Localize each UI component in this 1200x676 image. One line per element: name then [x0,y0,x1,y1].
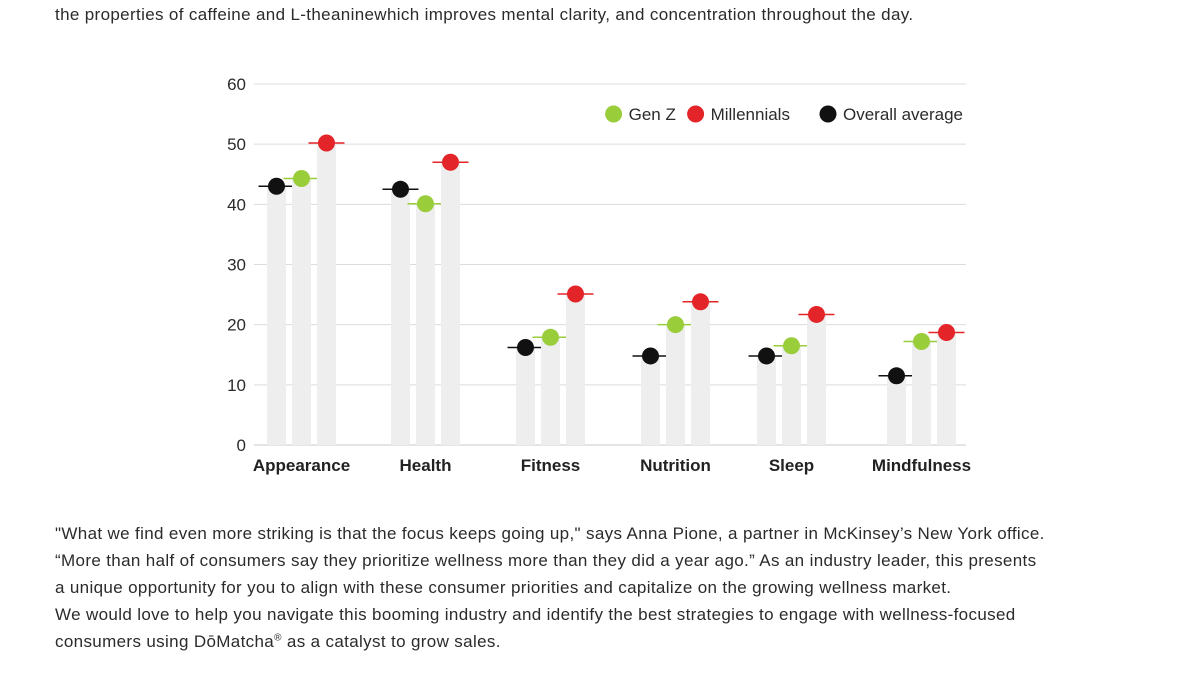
data-point [888,367,905,385]
bar [317,142,336,446]
bar [937,332,956,445]
data-point [318,134,335,152]
data-point [808,305,825,323]
y-tick-label: 0 [237,436,246,455]
y-tick-label: 10 [227,376,246,395]
category-label: Sleep [769,456,814,475]
intro-text: the properties of caffeine and L-theanin… [55,5,914,24]
y-tick-label: 60 [227,75,246,94]
data-point [913,333,930,351]
y-tick-label: 30 [227,256,246,275]
data-point [758,347,775,365]
bar [641,355,660,445]
data-point [642,347,659,365]
category-label: Health [400,456,452,475]
data-point [567,285,584,303]
bar [267,186,286,446]
quote-line-5-start: consumers using DōMatcha [55,632,275,651]
legend-marker [819,105,837,123]
wellness-priority-chart: 0 10 20 30 40 50 60 Appearance Health Fitness Nutr… [227,75,971,475]
y-tick-label: 50 [227,135,246,154]
bar [292,178,311,445]
legend-label: Overall average [843,105,963,124]
data-point [783,337,800,355]
data-point [268,177,285,195]
data-point [542,328,559,346]
quote-line-4: We would love to help you navigate this … [55,605,1016,624]
legend-label: Gen Z [629,105,676,124]
bar [566,293,585,445]
legend-marker [687,105,705,123]
bar [666,324,685,445]
bar [691,301,710,445]
category-label: Fitness [521,456,581,475]
data-point [442,153,459,171]
quote-line-5-end: as a catalyst to grow sales. [281,632,501,651]
quote-line-2: “More than half of consumers say they pr… [55,551,1037,570]
registered-mark: ® [274,632,282,644]
data-point [667,316,684,334]
data-point [392,180,409,198]
legend-marker [605,105,623,123]
bar [441,162,460,445]
bar [391,189,410,445]
quote-line-1: "What we find even more striking is that… [55,524,1045,543]
quote-line-5: consumers using DōMatcha® as a catalyst … [55,628,1185,655]
data-point [938,323,955,341]
data-point [517,339,534,357]
bar [516,347,535,445]
bar [807,314,826,445]
bar [782,345,801,445]
category-label: Nutrition [640,456,711,475]
data-point [417,195,434,213]
data-point [293,169,310,187]
quote-paragraph: "What we find even more striking is that… [55,520,1185,655]
bar [541,337,560,445]
data-point [692,293,709,311]
category-label: Mindfulness [872,456,971,475]
bar [416,203,435,445]
quote-line-3: a unique opportunity for you to align wi… [55,578,952,597]
category-label: Appearance [253,456,350,475]
bar [887,375,906,445]
bar [757,355,776,445]
y-tick-label: 20 [227,316,246,335]
legend-label: Millennials [711,105,790,124]
y-tick-label: 40 [227,195,246,214]
bar [912,341,931,445]
